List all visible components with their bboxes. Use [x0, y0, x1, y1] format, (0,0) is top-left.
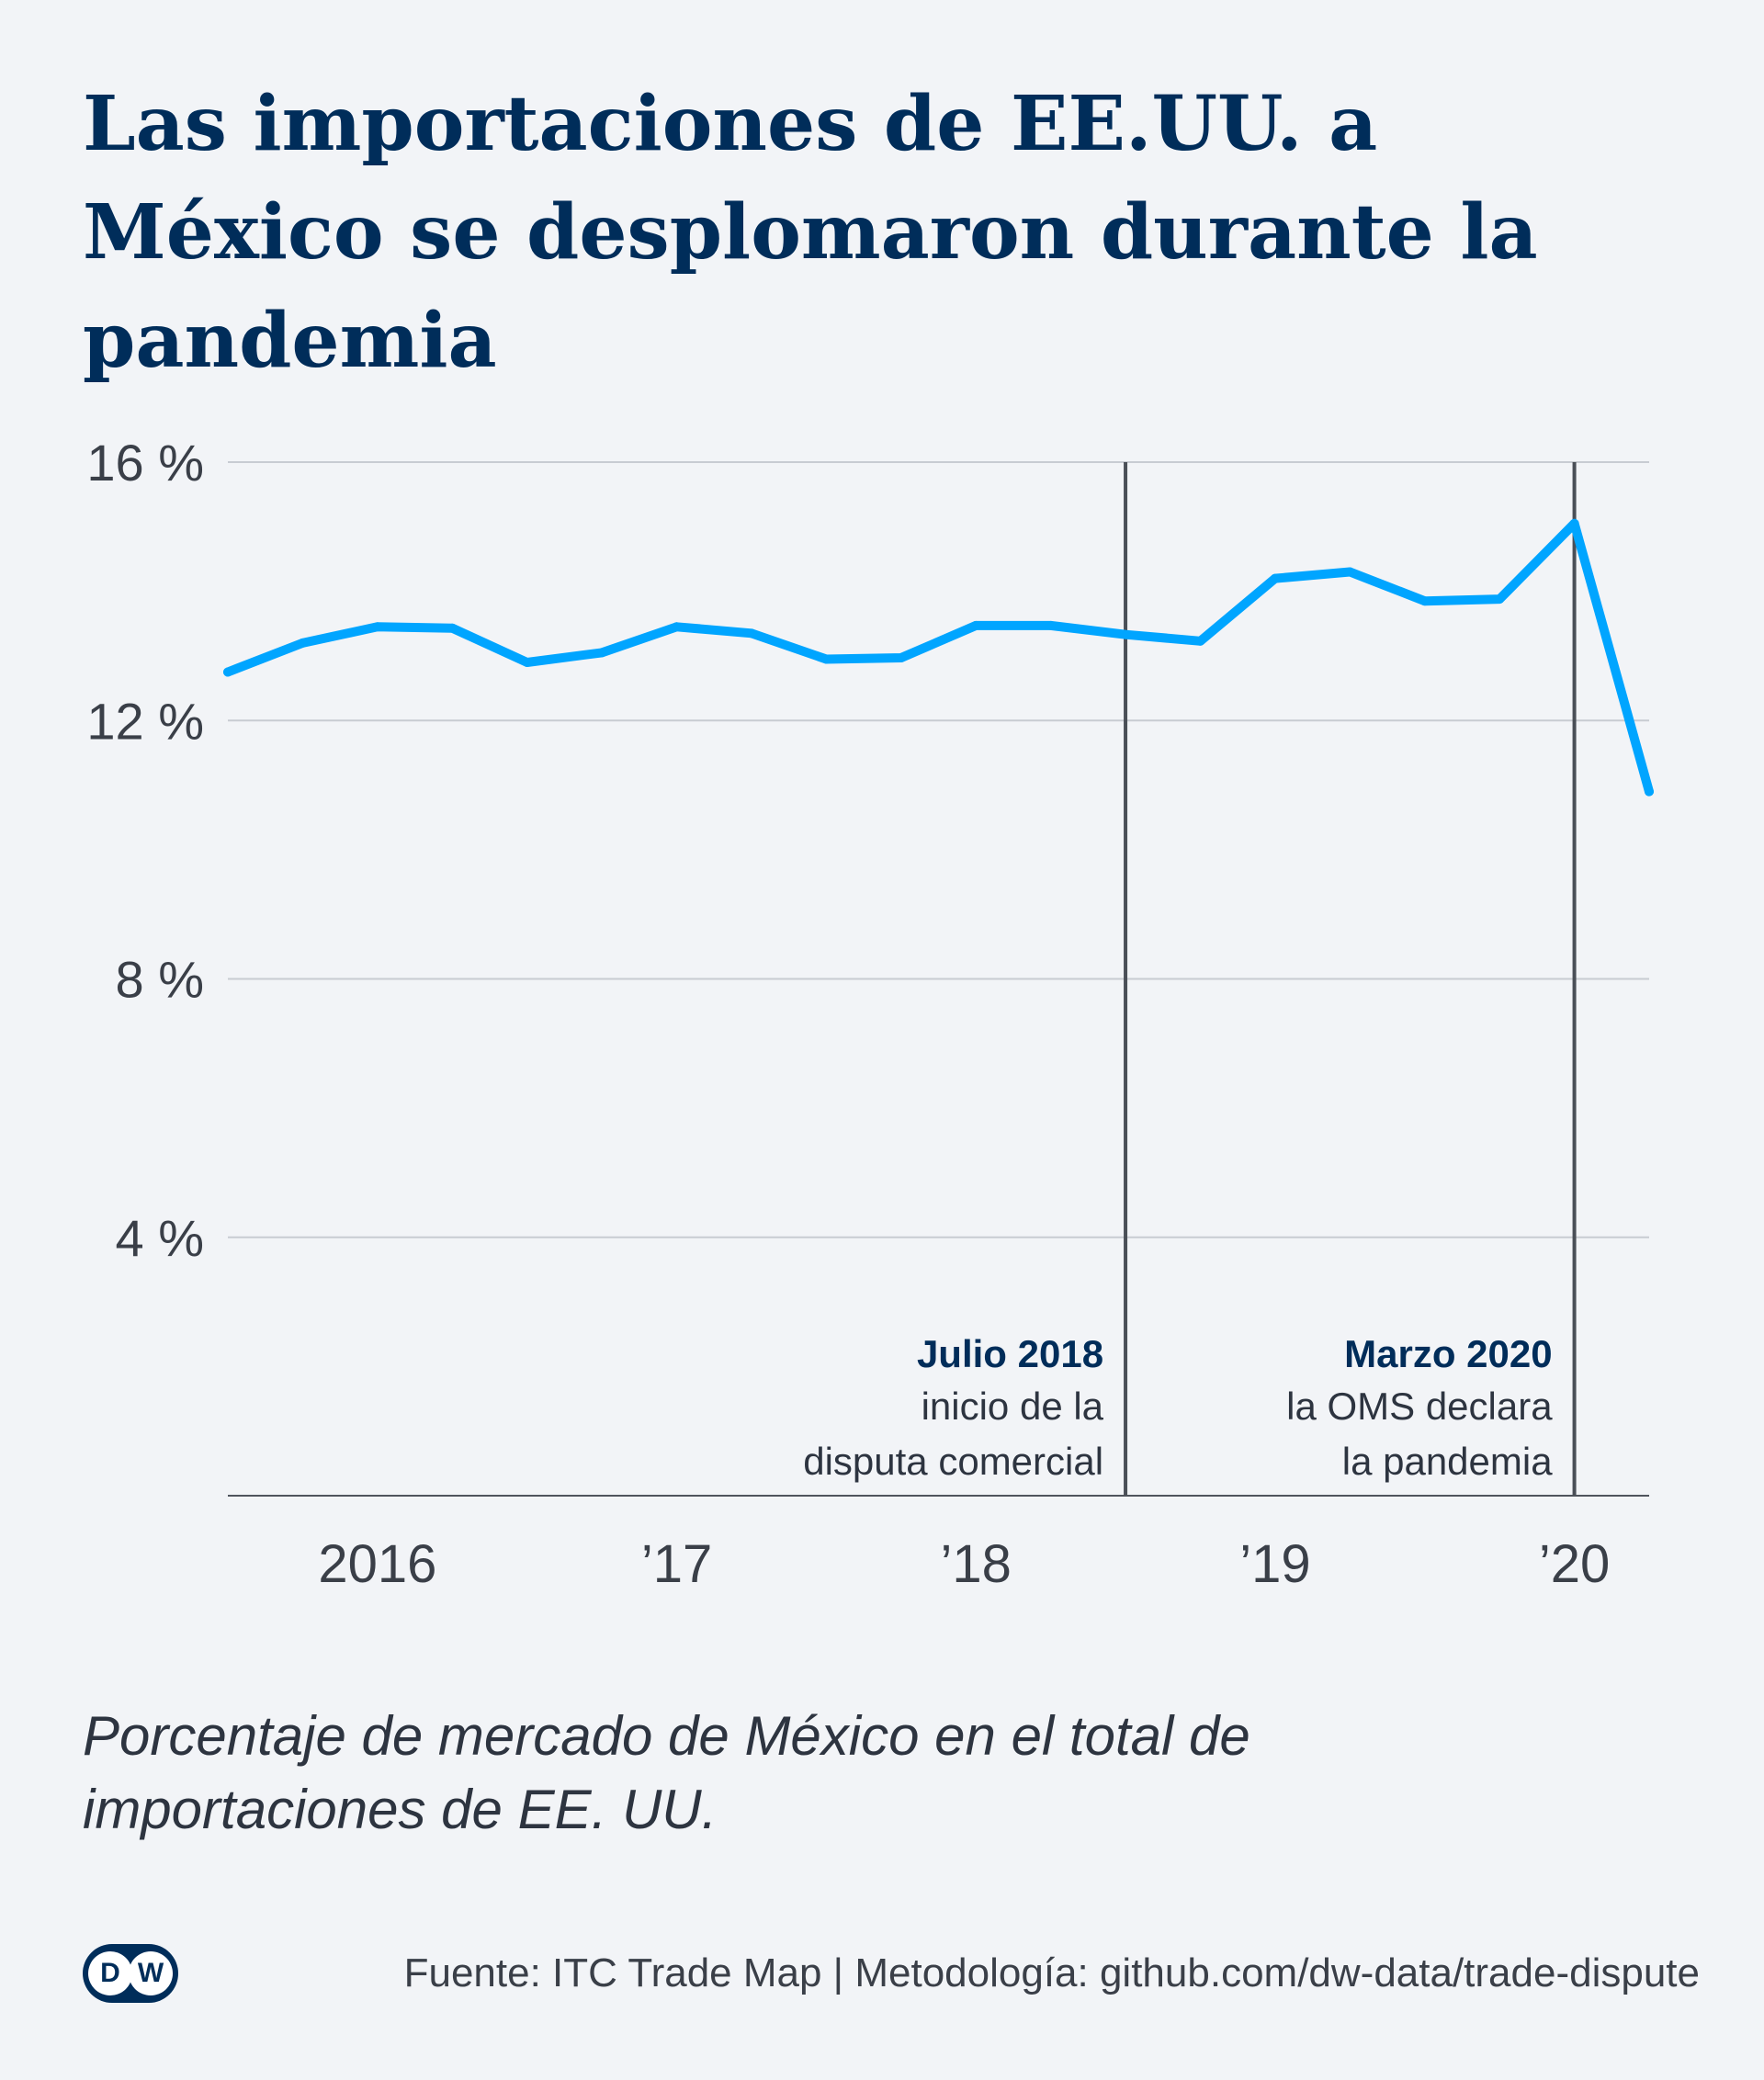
x-tick-label: ’17 [641, 1534, 712, 1594]
data-point [1645, 786, 1654, 797]
data-point [522, 657, 532, 667]
data-point [1270, 573, 1280, 583]
data-point [597, 648, 607, 658]
data-point [372, 622, 382, 632]
data-point [298, 638, 308, 648]
data-point [672, 622, 682, 632]
y-tick-label: 8 % [116, 951, 205, 1009]
data-point [1046, 620, 1056, 630]
data-point [1121, 629, 1131, 639]
footer: D W Fuente: ITC Trade Map | Metodología:… [83, 1937, 1700, 2010]
x-tick-label: ’20 [1539, 1534, 1610, 1594]
x-tick-label: 2016 [318, 1534, 436, 1594]
dw-logo-letter-d: D [88, 1951, 132, 1995]
annotation-heading: Marzo 2020 [1344, 1332, 1552, 1375]
annotation-text: la OMS declara [1286, 1385, 1553, 1428]
annotation-heading: Julio 2018 [917, 1332, 1103, 1375]
data-point [896, 653, 906, 663]
dw-logo: D W [83, 1944, 178, 2003]
y-tick-label: 4 % [116, 1209, 205, 1267]
source-note: Fuente: ITC Trade Map | Metodología: git… [403, 1950, 1700, 1995]
y-tick-label: 12 % [86, 692, 204, 750]
data-point [223, 667, 232, 677]
x-tick-label: ’19 [1239, 1534, 1310, 1594]
chart-subtitle: Porcentaje de mercado de México en el to… [83, 1705, 1250, 1840]
line-chart: 4 % 8 % 12 % 16 % 2016 ’17 ’18 ’19 ’20 Julio 2018… [86, 434, 1654, 1594]
data-point [447, 623, 458, 633]
data-point [1419, 596, 1430, 606]
data-point [1345, 567, 1355, 577]
x-tick-label: ’18 [941, 1534, 1012, 1594]
data-point [821, 654, 831, 664]
dw-logo-letter-w: W [129, 1951, 173, 1995]
y-tick-label: 16 % [86, 434, 204, 492]
data-point [1495, 594, 1505, 605]
annotation-text: la pandemia [1342, 1440, 1553, 1483]
data-point [971, 620, 981, 630]
annotation-text: inicio de la [922, 1385, 1104, 1428]
series-line [223, 518, 1654, 797]
annotation-text: disputa comercial [803, 1440, 1103, 1483]
data-point [1569, 518, 1579, 528]
data-point [1195, 636, 1205, 646]
chart-title: Las importaciones de EE.UU. a México se … [83, 80, 1538, 385]
data-point [746, 628, 756, 639]
